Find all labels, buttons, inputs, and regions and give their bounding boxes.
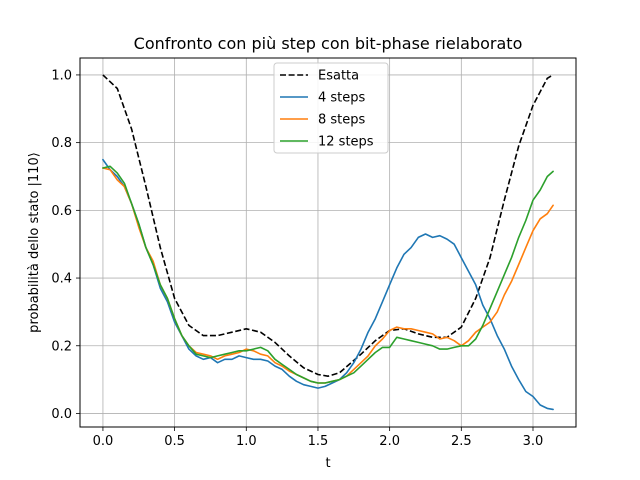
legend: Esatta 4 steps 8 steps 12 steps <box>273 62 389 154</box>
x-tick-label: 1.0 <box>236 434 257 449</box>
x-tick-label: 0.0 <box>93 434 114 449</box>
legend-label: 8 steps <box>318 113 366 128</box>
legend-label: 4 steps <box>318 91 366 106</box>
x-tick-label: 0.5 <box>164 434 185 449</box>
y-axis-label: probabilità dello stato |110⟩ <box>27 152 42 333</box>
plot-lines <box>102 74 554 411</box>
series-line-12-steps <box>102 165 554 384</box>
x-axis-label: t <box>325 456 330 471</box>
y-tick-label: 1.0 <box>51 68 72 83</box>
grid <box>80 58 576 427</box>
x-tick-label: 2.5 <box>451 434 472 449</box>
x-tick-label: 1.5 <box>308 434 329 449</box>
x-tick-label: 2.0 <box>379 434 400 449</box>
series-line-esatta <box>102 74 554 378</box>
chart-title: Confronto con più step con bit-phase rie… <box>134 34 523 53</box>
x-tick-label: 3.0 <box>523 434 544 449</box>
legend-box <box>273 62 389 154</box>
legend-label: Esatta <box>318 69 359 84</box>
y-tick-label: 0.6 <box>51 204 72 219</box>
y-tick-label: 0.2 <box>51 339 72 354</box>
y-tick-label: 0.0 <box>51 407 72 422</box>
legend-label: 12 steps <box>318 135 374 150</box>
y-tick-label: 0.8 <box>51 136 72 151</box>
y-tick-label: 0.4 <box>51 272 72 287</box>
ticks: 0.0 0.5 1.0 1.5 2.0 2.5 3.0 0.0 0.2 0.4 0.6 0.8 1.0 <box>51 68 543 449</box>
axes-frame <box>79 57 577 428</box>
